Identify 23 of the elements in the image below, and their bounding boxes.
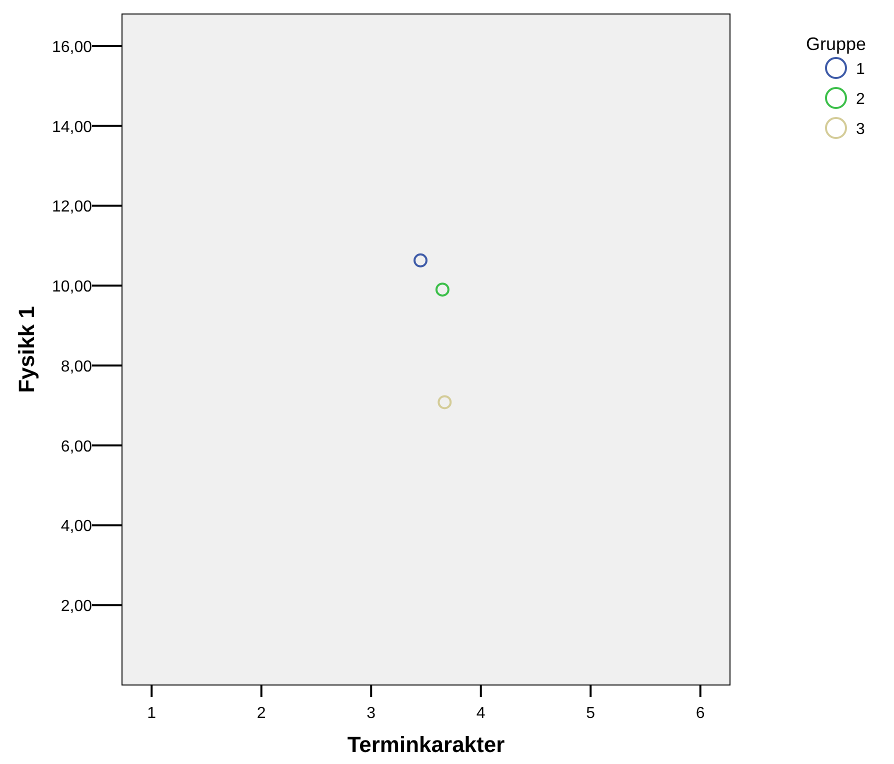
x-tick-label: 2 xyxy=(256,705,266,722)
y-tick-label: 16,00 xyxy=(52,38,92,56)
y-tick-label: 12,00 xyxy=(52,198,92,216)
y-tick-label: 2,00 xyxy=(60,598,92,616)
legend-label: 3 xyxy=(856,121,865,138)
x-tick-label: 4 xyxy=(476,705,486,722)
y-tick-label: 4,00 xyxy=(60,518,92,536)
legend-label: 2 xyxy=(856,91,865,108)
x-tick-label: 1 xyxy=(147,705,156,722)
x-axis-title: Terminkarakter xyxy=(347,732,506,757)
point xyxy=(435,282,450,297)
y-tick-label: 10,00 xyxy=(52,278,92,296)
x-tick-label: 3 xyxy=(366,705,376,722)
y-axis-title: Fysikk 1 xyxy=(14,306,39,393)
y-tick-label: 6,00 xyxy=(60,438,92,456)
legend-title: Gruppe xyxy=(806,34,866,54)
legend-label: 1 xyxy=(856,61,865,78)
x-tick-label: 5 xyxy=(586,705,596,722)
x-tick-label: 6 xyxy=(696,705,705,722)
point xyxy=(414,253,428,268)
y-tick-label: 14,00 xyxy=(52,118,92,136)
y-tick-label: 8,00 xyxy=(60,358,92,376)
point xyxy=(438,395,452,410)
